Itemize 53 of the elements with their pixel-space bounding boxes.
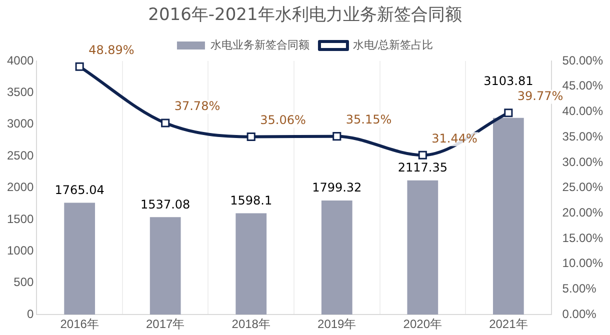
y2-tick-label: 25.00% — [562, 180, 604, 194]
x-tick-label: 2018年 — [232, 317, 270, 332]
y2-tick-label: 20.00% — [562, 205, 604, 220]
y-tick-label: 500 — [14, 275, 34, 290]
point — [418, 150, 427, 160]
x-tick-label: 2016年 — [60, 317, 99, 332]
bar — [64, 202, 96, 315]
data-label: 31.44% — [432, 131, 478, 146]
y2-tick-label: 15.00% — [562, 230, 604, 245]
bar — [407, 180, 438, 315]
x-tick-label: 2021年 — [489, 317, 528, 332]
y2-tick-label: 40.00% — [562, 104, 604, 118]
data-label: 1598.1 — [230, 193, 272, 208]
y2-tick-label: 5.00% — [562, 282, 597, 296]
y2-tick-label: 10.00% — [562, 256, 604, 270]
data-label: 35.06% — [260, 112, 306, 127]
bar — [236, 213, 267, 315]
y-tick-label: 2000 — [6, 180, 34, 194]
y2-tick-label: 0.00% — [562, 306, 597, 321]
point — [504, 108, 513, 118]
y-tick-label: 1500 — [6, 212, 34, 226]
data-label: 35.15% — [346, 112, 392, 126]
bar — [321, 200, 352, 315]
data-label: 1765.04 — [54, 182, 104, 197]
chart-title: 2016年-2021年水利电力业务新签合同额 — [147, 4, 463, 27]
y-tick-label: 1000 — [6, 244, 34, 258]
data-label: 39.77% — [517, 89, 564, 104]
y-tick-label: 0 — [27, 306, 34, 321]
x-tick-label: 2019年 — [318, 317, 356, 332]
y2-tick-label: 30.00% — [562, 154, 604, 169]
data-label: 37.78% — [174, 99, 220, 114]
data-label: 1799.32 — [312, 180, 362, 195]
y2-tick-label: 50.00% — [562, 53, 604, 68]
legend-label: 水电/总新签占比 — [352, 38, 434, 52]
data-label: 2117.35 — [398, 160, 448, 174]
legend-label: 水电业务新签合同额 — [210, 38, 310, 52]
y2-tick-label: 45.00% — [562, 78, 604, 93]
bar — [150, 217, 181, 315]
y-tick-label: 3500 — [6, 85, 34, 100]
bar — [492, 118, 524, 315]
x-tick-label: 2020年 — [403, 317, 442, 332]
point — [75, 62, 84, 71]
y-tick-label: 2500 — [6, 148, 34, 162]
point — [246, 132, 256, 142]
data-label: 1537.08 — [140, 197, 190, 212]
data-label: 48.89% — [88, 42, 134, 57]
y2-tick-label: 35.00% — [562, 129, 604, 144]
point — [161, 118, 170, 128]
y-tick-label: 4000 — [6, 53, 34, 68]
x-tick-label: 2017年 — [146, 317, 185, 332]
data-label: 3103.81 — [484, 74, 534, 88]
point — [332, 132, 342, 141]
y-tick-label: 3000 — [6, 116, 34, 131]
